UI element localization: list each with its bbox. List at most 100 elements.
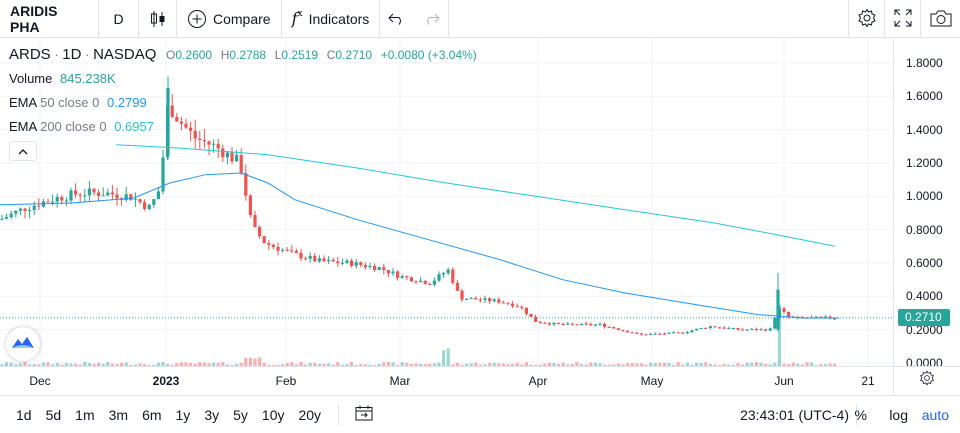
volume-bar: [621, 364, 625, 366]
volume-bar: [368, 364, 372, 366]
candle-body: [575, 324, 579, 326]
volume-bar: [446, 348, 450, 366]
candle-body: [488, 298, 492, 302]
candle-body: [189, 127, 193, 131]
price-chart[interactable]: [0, 39, 893, 366]
range-button-20y[interactable]: 20y: [298, 406, 322, 423]
volume-bar: [432, 363, 436, 366]
tradingview-logo-button[interactable]: [6, 327, 40, 361]
volume-bar: [428, 363, 432, 366]
interval-button[interactable]: D: [99, 0, 139, 38]
volume-bar: [529, 364, 533, 366]
volume-bar: [14, 364, 18, 366]
compare-button[interactable]: Compare: [177, 0, 282, 38]
candle-body: [294, 250, 298, 253]
log-toggle[interactable]: log: [882, 407, 915, 423]
volume-bar: [129, 364, 133, 366]
range-button-5d[interactable]: 5d: [45, 406, 62, 423]
goto-date-button[interactable]: [349, 405, 379, 424]
ema200-params: 200 close 0: [40, 119, 107, 134]
range-button-10y[interactable]: 10y: [261, 406, 285, 423]
scale-settings-button[interactable]: [893, 366, 960, 394]
candle-body: [170, 105, 174, 117]
range-button-1m[interactable]: 1m: [75, 406, 95, 423]
ema200-legend-row[interactable]: EMA 200 close 0 0.6957: [9, 118, 482, 142]
candle-body: [428, 283, 432, 285]
symbol-search-button[interactable]: ARIDIS PHA: [0, 0, 99, 38]
volume-bar: [405, 362, 409, 366]
volume-bar: [667, 363, 671, 366]
candle-body: [557, 322, 561, 325]
candle-body: [382, 267, 386, 270]
volume-bar: [166, 363, 170, 366]
undo-button[interactable]: [380, 0, 414, 38]
volume-bar: [833, 363, 837, 366]
candle-body: [290, 250, 294, 252]
volume-bar: [60, 364, 64, 366]
candle-body: [497, 299, 501, 303]
volume-bar: [736, 363, 740, 366]
volume-bar: [676, 362, 680, 366]
volume-bar: [336, 362, 340, 366]
range-button-6m[interactable]: 6m: [142, 406, 162, 423]
redo-button[interactable]: [414, 0, 450, 38]
candle-body: [455, 282, 459, 291]
snapshot-button[interactable]: [920, 0, 960, 38]
percent-label: %: [854, 406, 867, 423]
range-button-3y[interactable]: 3y: [204, 406, 220, 423]
volume-bar: [175, 363, 179, 366]
volume-bar: [506, 364, 510, 366]
candle-body: [175, 116, 179, 122]
candle-body: [368, 265, 372, 268]
clock-text: 23:43:01 (UTC-4): [740, 406, 849, 423]
volume-bar: [276, 364, 280, 366]
candle-body: [147, 204, 151, 209]
candle-body: [327, 259, 331, 262]
volume-bar: [377, 364, 381, 366]
range-button-1d[interactable]: 1d: [16, 406, 32, 423]
price-scale[interactable]: 1.8000 1.6000 1.4000 1.2000 1.0000 0.8000 0.60…: [893, 39, 960, 370]
volume-bar: [294, 364, 298, 366]
candle-body: [304, 258, 308, 260]
volume-bar: [483, 364, 487, 366]
candle-body: [396, 271, 400, 278]
fullscreen-button[interactable]: [884, 0, 920, 38]
volume-bar: [0, 364, 4, 366]
volume-bar: [750, 362, 754, 366]
volume-bar: [699, 363, 703, 366]
volume-bar: [363, 364, 367, 366]
range-button-5y[interactable]: 5y: [233, 406, 248, 423]
candle-body: [354, 262, 358, 266]
settings-button[interactable]: [848, 0, 884, 38]
volume-bar: [759, 362, 763, 366]
candle-body: [78, 194, 82, 196]
volume-bar: [235, 363, 239, 366]
ema50-legend-row[interactable]: EMA 50 close 0 0.2799: [9, 94, 482, 118]
volume-legend-row[interactable]: Volume 845.238K: [9, 70, 482, 94]
percent-toggle[interactable]: %: [848, 407, 874, 423]
candle-body: [322, 258, 326, 262]
range-button-1y[interactable]: 1y: [175, 406, 191, 423]
candle-body: [451, 269, 455, 283]
legend-sep-1: ·: [54, 47, 59, 62]
volume-bar: [239, 362, 243, 366]
volume-bar: [212, 362, 216, 366]
volume-bar: [138, 363, 142, 366]
candle-body: [787, 311, 791, 317]
collapse-legend-button[interactable]: [9, 141, 37, 161]
chart-style-button[interactable]: [139, 0, 177, 38]
clock-button[interactable]: 23:43:01 (UTC-4): [740, 407, 849, 423]
candle-body: [143, 202, 147, 209]
candle-body: [814, 316, 818, 318]
time-tick-label: Apr: [528, 374, 548, 388]
legend-exchange: NASDAQ: [93, 46, 157, 63]
auto-toggle[interactable]: auto: [915, 407, 956, 423]
volume-bar: [653, 363, 657, 366]
candle-body: [722, 327, 726, 329]
range-button-3m[interactable]: 3m: [108, 406, 129, 423]
candle-body: [267, 243, 271, 245]
price-tick-label: 0.4000: [906, 289, 943, 304]
time-scale[interactable]: Dec 2023 Feb Mar Apr May Jun 21: [0, 366, 893, 394]
